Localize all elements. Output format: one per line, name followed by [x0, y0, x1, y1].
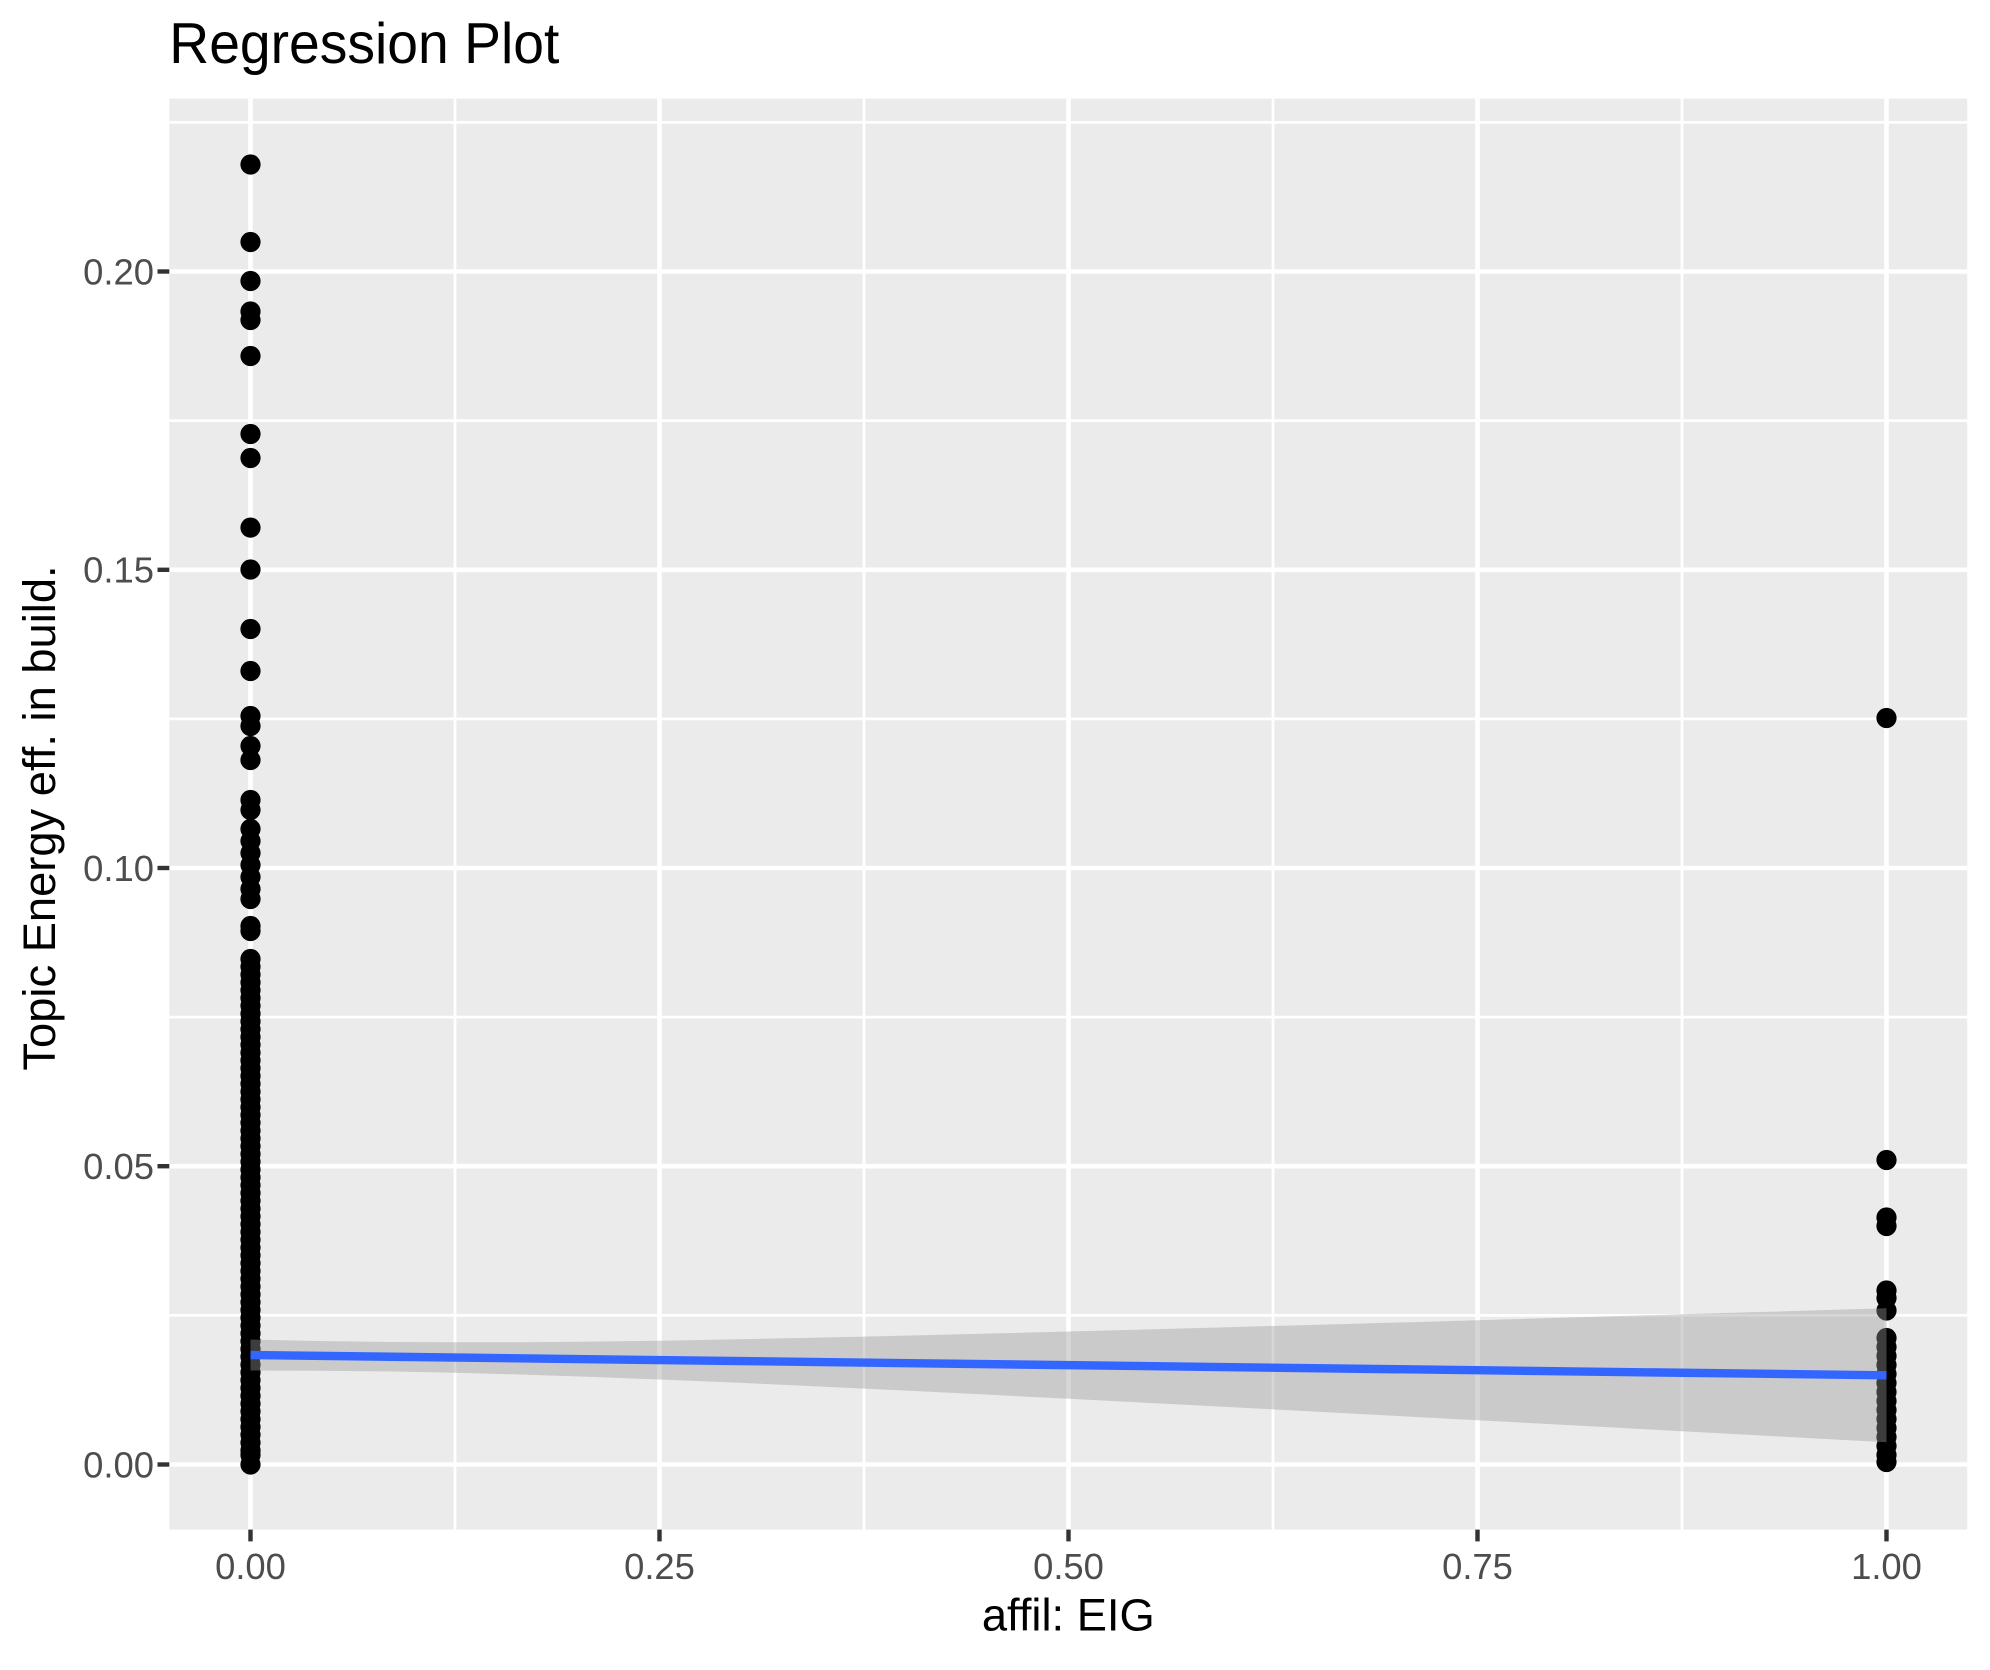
svg-text:0.75: 0.75 [1442, 1546, 1513, 1587]
svg-text:affil: EIG: affil: EIG [982, 1589, 1155, 1640]
svg-text:0.05: 0.05 [83, 1146, 154, 1187]
svg-text:0.00: 0.00 [215, 1546, 286, 1587]
svg-text:Regression Plot: Regression Plot [169, 12, 559, 76]
svg-text:0.50: 0.50 [1033, 1546, 1104, 1587]
svg-text:0.10: 0.10 [83, 848, 154, 889]
svg-text:0.20: 0.20 [83, 251, 154, 292]
svg-text:0.15: 0.15 [83, 550, 154, 591]
svg-text:0.25: 0.25 [624, 1546, 695, 1587]
svg-text:0.00: 0.00 [83, 1444, 154, 1485]
svg-text:1.00: 1.00 [1851, 1546, 1922, 1587]
svg-text:Topic Energy eff. in build.: Topic Energy eff. in build. [14, 565, 65, 1070]
